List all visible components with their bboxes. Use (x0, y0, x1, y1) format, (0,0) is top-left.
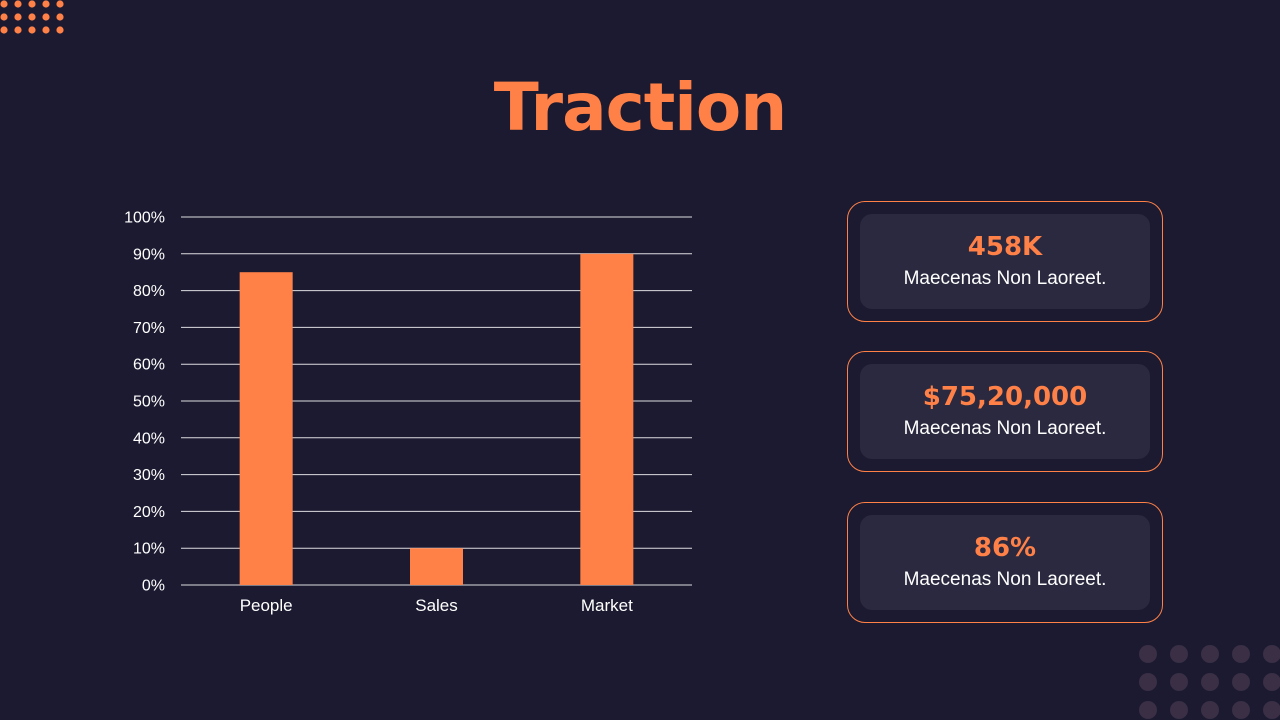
decorative-dot (56, 0, 64, 8)
y-tick-label: 50% (133, 394, 165, 411)
decorative-dots-bottom (1139, 645, 1280, 719)
stat-card-inner: 458K Maecenas Non Laoreet. (860, 214, 1150, 309)
decorative-dot (1263, 645, 1280, 663)
decorative-dot (56, 26, 64, 34)
y-tick-label: 60% (133, 357, 165, 374)
x-category-label: Market (581, 596, 633, 615)
stat-caption: Maecenas Non Laoreet. (903, 267, 1107, 289)
decorative-dot (1170, 673, 1188, 691)
stat-card-2: $75,20,000 Maecenas Non Laoreet. (847, 351, 1163, 472)
decorative-dot (14, 0, 22, 8)
decorative-dot (1232, 673, 1250, 691)
y-tick-label: 10% (133, 541, 165, 558)
decorative-dot (0, 0, 8, 8)
decorative-dots-top (0, 0, 64, 34)
stat-caption: Maecenas Non Laoreet. (903, 417, 1107, 439)
x-category-label: People (240, 596, 293, 615)
stat-card-inner: 86% Maecenas Non Laoreet. (860, 515, 1150, 610)
decorative-dot (1232, 701, 1250, 719)
decorative-dot (42, 26, 50, 34)
decorative-dot (42, 0, 50, 8)
decorative-dot (1201, 701, 1219, 719)
stat-caption: Maecenas Non Laoreet. (903, 568, 1107, 590)
x-category-label: Sales (415, 596, 458, 615)
bar-people (239, 272, 293, 585)
stat-card-1: 458K Maecenas Non Laoreet. (847, 201, 1163, 322)
decorative-dot (14, 13, 22, 21)
y-tick-label: 0% (142, 578, 165, 595)
decorative-dot (1201, 645, 1219, 663)
stat-card-3: 86% Maecenas Non Laoreet. (847, 502, 1163, 623)
stat-value: 458K (967, 231, 1043, 262)
stat-value: $75,20,000 (922, 381, 1088, 412)
decorative-dot (0, 13, 8, 21)
decorative-dot (28, 13, 36, 21)
decorative-dot (1232, 645, 1250, 663)
decorative-dot (28, 0, 36, 8)
decorative-dot (1263, 673, 1280, 691)
decorative-dot (42, 13, 50, 21)
decorative-dot (1170, 645, 1188, 663)
decorative-dot (1139, 673, 1157, 691)
y-tick-label: 90% (133, 246, 165, 263)
decorative-dot (0, 26, 8, 34)
decorative-dot (28, 26, 36, 34)
decorative-dot (56, 13, 64, 21)
y-tick-label: 70% (133, 320, 165, 337)
decorative-dot (14, 26, 22, 34)
stat-card-inner: $75,20,000 Maecenas Non Laoreet. (860, 364, 1150, 459)
decorative-dot (1201, 673, 1219, 691)
y-tick-label: 40% (133, 430, 165, 447)
decorative-dot (1139, 645, 1157, 663)
y-tick-label: 100% (124, 210, 165, 227)
bar-sales (410, 548, 463, 585)
y-tick-label: 30% (133, 467, 165, 484)
stat-value: 86% (973, 532, 1037, 563)
y-tick-label: 80% (133, 283, 165, 300)
decorative-dot (1170, 701, 1188, 719)
y-tick-label: 20% (133, 504, 165, 521)
decorative-dot (1139, 701, 1157, 719)
decorative-dot (1263, 701, 1280, 719)
slide-title: Traction (493, 69, 787, 146)
bar-market (580, 253, 634, 586)
bar-chart: 0% 10% 20% 30% 40% 50% 60% 70% 80% 90% 100% People S… (124, 210, 692, 615)
